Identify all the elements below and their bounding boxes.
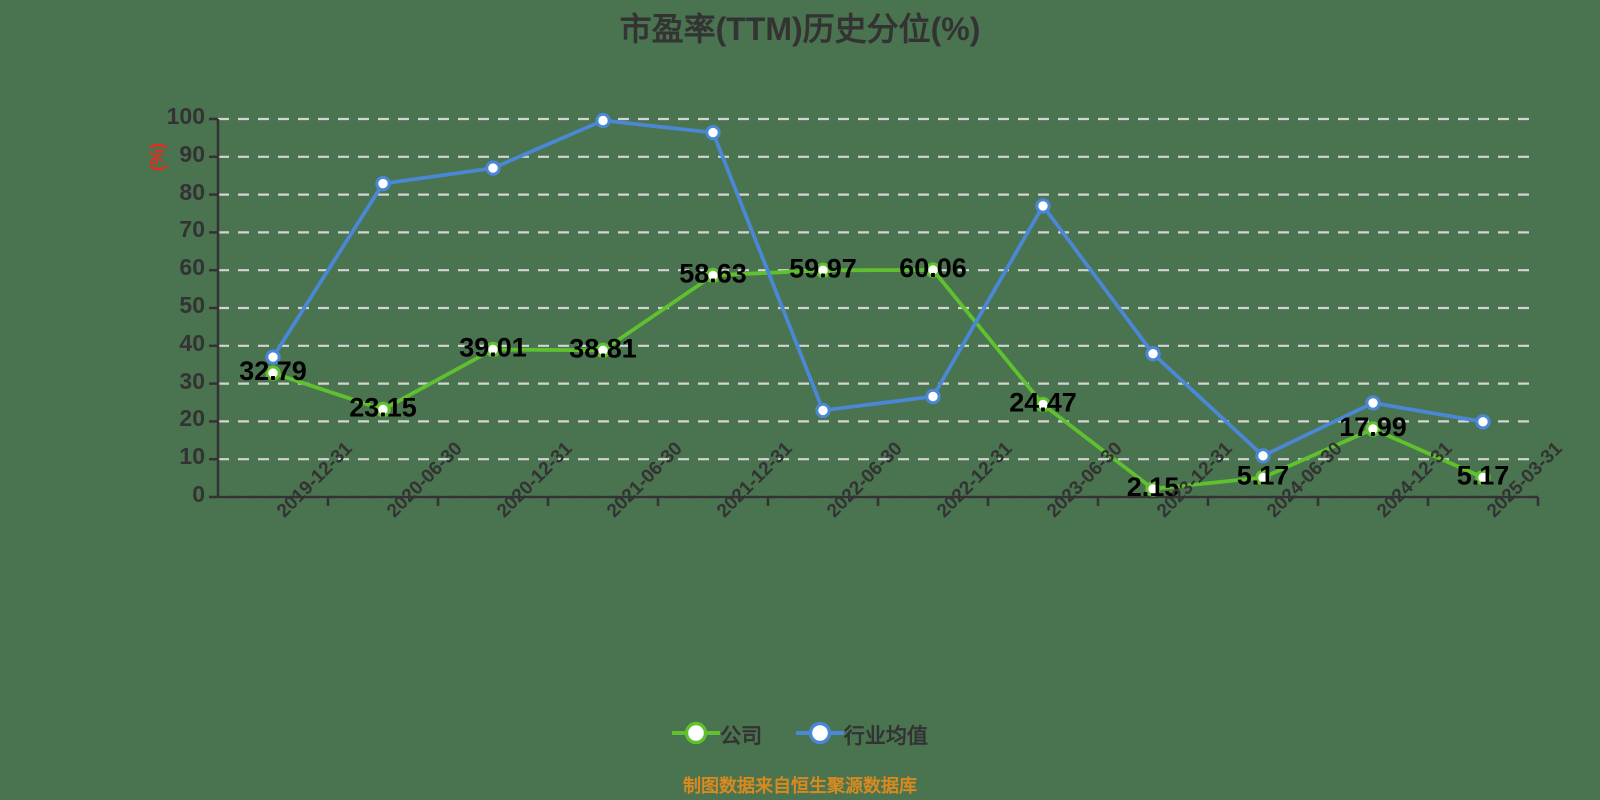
svg-text:17.99: 17.99 [1339,412,1407,442]
svg-text:38.81: 38.81 [569,333,637,363]
svg-text:23.15: 23.15 [349,393,417,423]
svg-text:5.17: 5.17 [1237,461,1290,491]
svg-text:5.17: 5.17 [1457,461,1510,491]
svg-text:24.47: 24.47 [1009,388,1077,418]
svg-text:32.79: 32.79 [239,356,307,386]
svg-text:59.97: 59.97 [789,253,857,283]
svg-text:39.01: 39.01 [459,333,527,363]
svg-text:58.63: 58.63 [679,258,747,288]
svg-text:60.06: 60.06 [899,253,967,283]
